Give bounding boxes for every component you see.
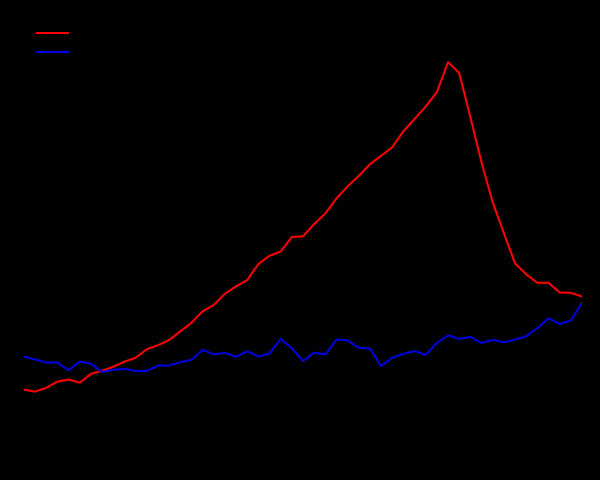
USSR	[578, 294, 586, 300]
USA	[20, 354, 28, 360]
Legend: USSR, USA: USSR, USA	[30, 21, 118, 65]
USA	[154, 363, 161, 369]
USSR	[433, 89, 440, 95]
USA	[98, 369, 106, 375]
USSR	[210, 302, 217, 308]
USA	[567, 318, 574, 324]
USA	[210, 351, 217, 357]
USA	[433, 340, 440, 346]
Line: USSR: USSR	[24, 62, 582, 392]
USA	[578, 300, 586, 305]
USSR	[199, 308, 206, 314]
USA	[400, 351, 407, 357]
USSR	[154, 342, 161, 348]
Line: USA: USA	[24, 302, 582, 372]
USSR	[20, 387, 28, 393]
USSR	[567, 290, 574, 296]
USSR	[32, 389, 39, 395]
USSR	[445, 59, 452, 65]
USA	[199, 347, 206, 353]
USSR	[400, 128, 407, 134]
